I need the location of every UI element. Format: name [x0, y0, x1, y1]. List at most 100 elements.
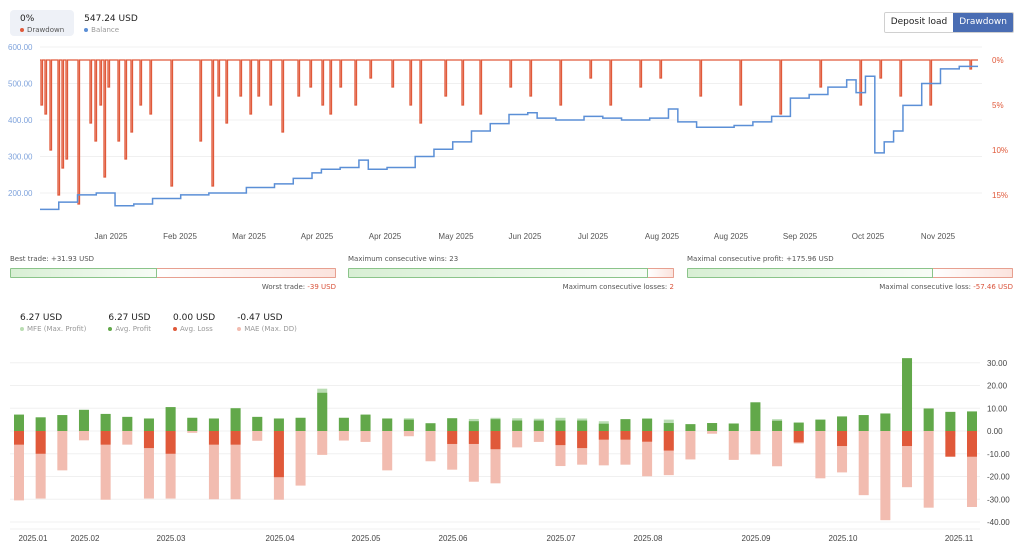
- profit-loss-bar: [687, 268, 1013, 278]
- bar-group[interactable]: [338, 417, 349, 441]
- chart-legend: 0% Drawdown 547.24 USD Balance: [10, 10, 148, 36]
- bar-group[interactable]: [317, 388, 328, 455]
- legend-drawdown[interactable]: 0% Drawdown: [10, 10, 75, 36]
- loss-dot-icon: [173, 327, 178, 331]
- svg-text:20.00: 20.00: [987, 382, 1008, 391]
- drawdown-dot-icon: [20, 28, 24, 32]
- bar-group[interactable]: [772, 419, 783, 467]
- bar-group[interactable]: [512, 418, 523, 448]
- bar-group[interactable]: [100, 413, 111, 500]
- summary-mae[interactable]: -0.47 USD MAE (Max. DD): [237, 313, 297, 333]
- svg-text:500.00: 500.00: [8, 80, 33, 89]
- max-consec-loss-value: -57.46 USD: [973, 283, 1013, 291]
- svg-text:0.00: 0.00: [987, 427, 1003, 436]
- bar-group[interactable]: [382, 418, 393, 471]
- summary-avg-loss[interactable]: 0.00 USD Avg. Loss: [173, 313, 216, 333]
- svg-text:2025.09: 2025.09: [742, 534, 771, 543]
- bar-group[interactable]: [468, 418, 479, 482]
- balance-dot-icon: [84, 28, 89, 32]
- consecutive-profit-loss: Maximal consecutive profit: +175.96 USD …: [687, 254, 1013, 292]
- bar-group[interactable]: [707, 423, 718, 434]
- bar-group[interactable]: [815, 419, 826, 479]
- bar-group[interactable]: [923, 408, 934, 508]
- drawdown-value: 0%: [20, 14, 35, 24]
- bar-group[interactable]: [902, 358, 913, 488]
- bar-group[interactable]: [122, 416, 133, 445]
- bar-group[interactable]: [78, 409, 89, 441]
- bar-group[interactable]: [35, 417, 46, 499]
- svg-text:Oct 2025: Oct 2025: [852, 232, 885, 241]
- bar-x-axis: 2025.01 2025.02 2025.03 2025.04 2025.05 2025.…: [19, 534, 974, 543]
- bar-group[interactable]: [663, 419, 674, 476]
- bar-group[interactable]: [208, 418, 219, 500]
- bar-group[interactable]: [967, 411, 977, 507]
- bar-group[interactable]: [187, 417, 198, 433]
- bar-group[interactable]: [620, 419, 631, 465]
- max-consec-losses-label: Maximum consecutive losses:: [562, 283, 668, 291]
- summary-avg-profit[interactable]: 6.27 USD Avg. Profit: [108, 313, 152, 333]
- bar-group[interactable]: [728, 423, 739, 460]
- svg-text:-40.00: -40.00: [987, 518, 1010, 527]
- svg-text:Apr 2025: Apr 2025: [369, 232, 402, 241]
- bar-group[interactable]: [165, 407, 176, 499]
- bar-group[interactable]: [793, 422, 804, 444]
- svg-text:200.00: 200.00: [8, 189, 33, 198]
- svg-text:2025.07: 2025.07: [547, 534, 576, 543]
- bar-group[interactable]: [945, 411, 956, 457]
- bar-group[interactable]: [598, 421, 609, 466]
- bar-group[interactable]: [533, 418, 544, 442]
- deposit-load-button[interactable]: Deposit load: [884, 13, 954, 32]
- wins-losses-bar: [348, 268, 674, 278]
- summary-mfe[interactable]: 6.27 USD MFE (Max. Profit): [20, 313, 87, 333]
- bar-group[interactable]: [143, 418, 154, 499]
- bar-group[interactable]: [230, 408, 241, 500]
- bar-group[interactable]: [295, 417, 306, 486]
- drawdown-button[interactable]: Drawdown: [953, 13, 1013, 32]
- best-worst-trade: Best trade: +31.93 USD Worst trade: -39 …: [10, 254, 336, 292]
- max-consec-loss-label: Maximal consecutive loss:: [879, 283, 972, 291]
- balance-drawdown-chart[interactable]: 600.00 500.00 400.00 300.00 200.00 0% 5% 10% 15…: [0, 0, 1024, 245]
- svg-text:-30.00: -30.00: [987, 495, 1010, 504]
- svg-text:2025.10: 2025.10: [829, 534, 858, 543]
- balance-series: [40, 65, 978, 211]
- svg-text:Nov 2025: Nov 2025: [921, 232, 956, 241]
- svg-text:2025.02: 2025.02: [71, 534, 100, 543]
- bar-group[interactable]: [837, 416, 848, 473]
- svg-text:Apr 2025: Apr 2025: [301, 232, 334, 241]
- trade-summary: 6.27 USD MFE (Max. Profit) 6.27 USD Avg.…: [20, 313, 297, 334]
- bar-group[interactable]: [57, 415, 68, 471]
- svg-text:2025.11: 2025.11: [945, 534, 974, 543]
- best-trade-value: +31.93 USD: [50, 255, 95, 263]
- trade-distribution-chart[interactable]: 30.00 20.00 10.00 0.00 -10.00 -20.00 -30.00 -40…: [0, 343, 1024, 553]
- bar-group[interactable]: [447, 418, 458, 470]
- mfe-dot-icon: [20, 327, 24, 331]
- svg-text:15%: 15%: [992, 191, 1008, 200]
- svg-text:Mar 2025: Mar 2025: [232, 232, 266, 241]
- bar-group[interactable]: [555, 417, 566, 467]
- bar-group[interactable]: [577, 418, 588, 465]
- bar-group[interactable]: [490, 417, 501, 484]
- bar-group[interactable]: [642, 418, 653, 477]
- chart-mode-toggle: Deposit load Drawdown: [883, 12, 1014, 33]
- bar-group[interactable]: [880, 413, 891, 521]
- bar-group[interactable]: [425, 423, 436, 462]
- y-axis-right: 0% 5% 10% 15%: [992, 56, 1008, 200]
- svg-text:-10.00: -10.00: [987, 450, 1010, 459]
- svg-text:Sep 2025: Sep 2025: [783, 232, 818, 241]
- bar-group[interactable]: [273, 418, 284, 500]
- bar-group[interactable]: [750, 402, 761, 455]
- svg-text:30.00: 30.00: [987, 359, 1008, 368]
- bar-group[interactable]: [685, 424, 696, 460]
- consecutive-wins-losses: Maximum consecutive wins: 23 Maximum con…: [348, 254, 674, 292]
- legend-balance[interactable]: 547.24 USD Balance: [84, 10, 148, 36]
- bar-series: [14, 358, 977, 521]
- svg-text:Feb 2025: Feb 2025: [163, 232, 197, 241]
- bar-group[interactable]: [360, 414, 371, 442]
- bar-group[interactable]: [252, 416, 263, 441]
- svg-text:10%: 10%: [992, 146, 1008, 155]
- bar-group[interactable]: [14, 414, 24, 501]
- svg-text:300.00: 300.00: [8, 153, 33, 162]
- svg-text:Jul 2025: Jul 2025: [578, 232, 609, 241]
- bar-group[interactable]: [403, 418, 414, 437]
- bar-group[interactable]: [858, 415, 869, 496]
